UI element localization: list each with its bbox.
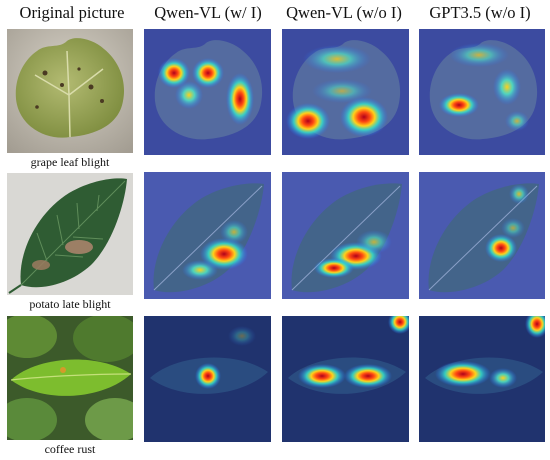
heatmap-gpt35-without-image-grape (419, 29, 545, 155)
column-title-original: Original picture (19, 3, 125, 22)
column-title-qwen-with-image: Qwen-VL (w/ I) (154, 3, 262, 22)
original-image-coffee-leaf (7, 316, 133, 440)
heatmap-qwen-with-image-grape (144, 29, 271, 155)
original-image-grape-leaf (7, 29, 133, 153)
heatmap-qwen-without-image-coffee (282, 316, 409, 442)
heatmap-qwen-without-image-potato (282, 172, 409, 299)
row-label-potato-late-blight: potato late blight (29, 297, 111, 311)
original-image-potato-leaf (7, 173, 133, 295)
row-label-coffee-rust: coffee rust (44, 442, 96, 456)
heatmap-qwen-with-image-potato (144, 172, 271, 299)
heatmap-qwen-with-image-coffee (144, 316, 271, 442)
row-label-grape-leaf-blight: grape leaf blight (30, 155, 110, 169)
column-title-gpt35-without-image: GPT3.5 (w/o I) (429, 3, 531, 22)
heatmap-qwen-without-image-grape (282, 29, 409, 155)
heatmap-gpt35-without-image-coffee (419, 316, 545, 442)
column-title-qwen-without-image: Qwen-VL (w/o I) (286, 3, 402, 22)
heatmap-gpt35-without-image-potato (419, 172, 545, 299)
